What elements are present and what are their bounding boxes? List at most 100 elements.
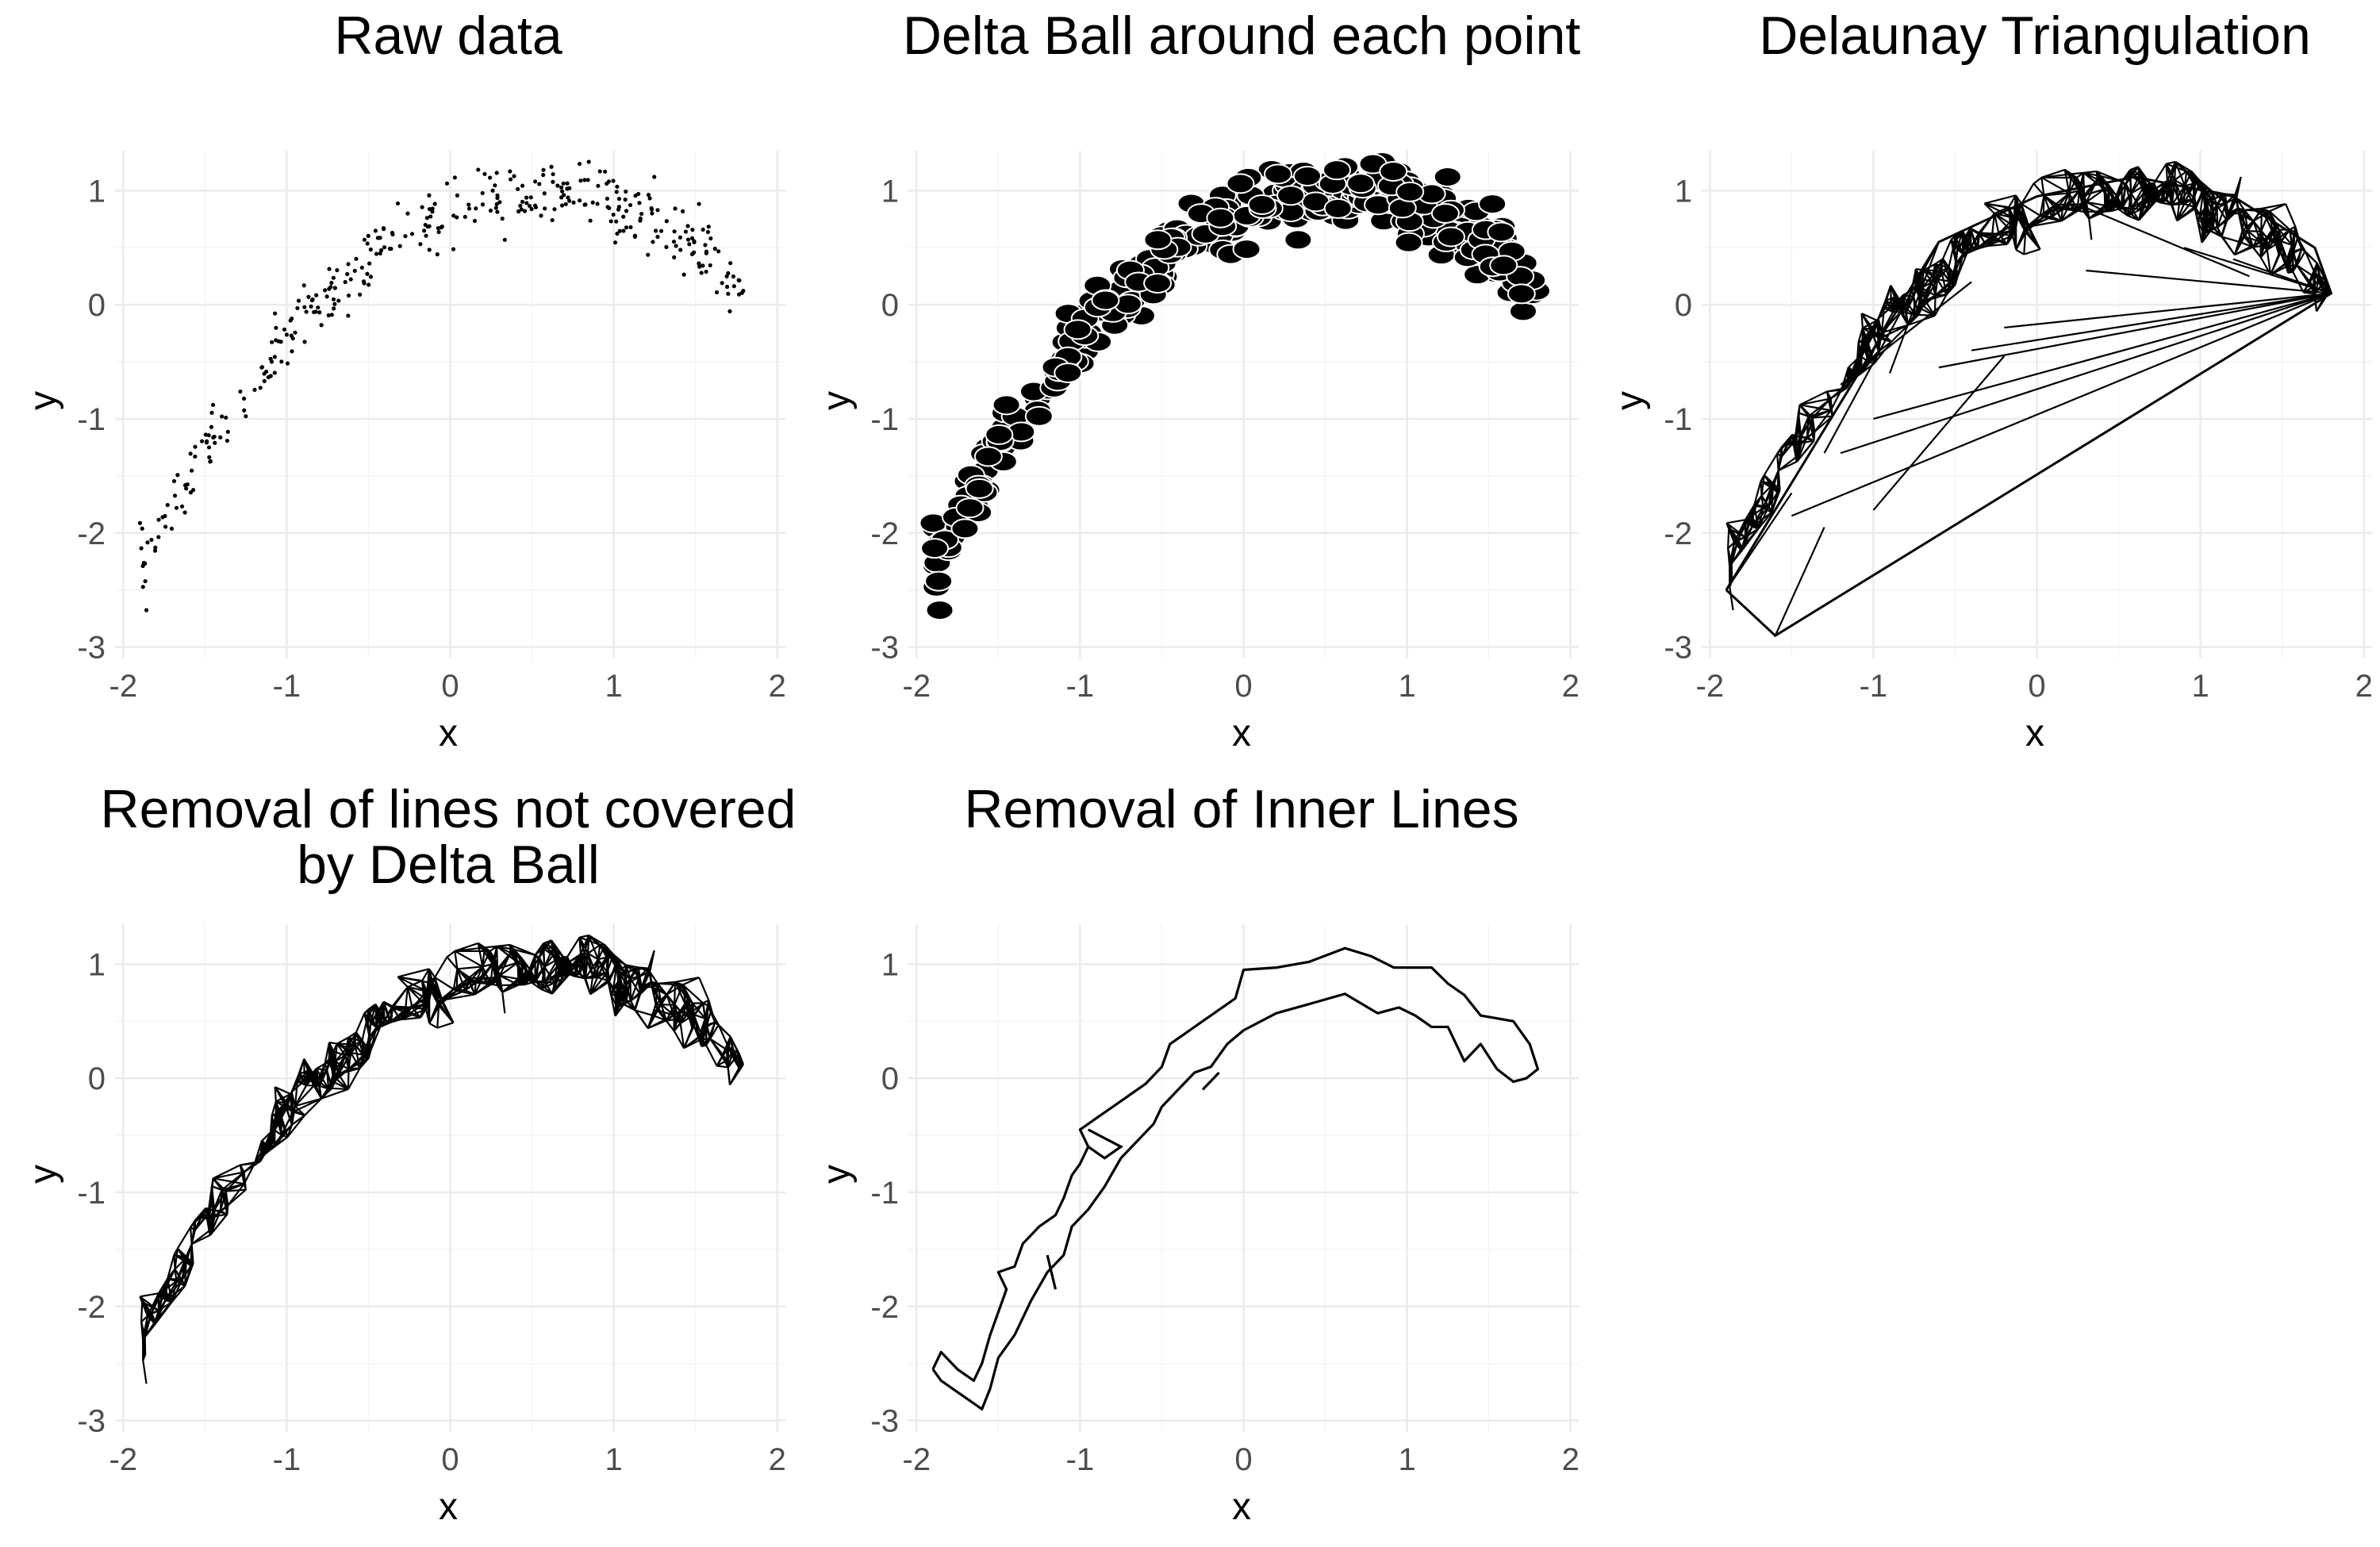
covered-edge [294,1105,305,1116]
data-point [225,429,230,434]
x-tick-label: 0 [2028,669,2045,704]
data-point [427,248,432,252]
triangulation-edge [2015,248,2025,255]
data-point [153,545,158,550]
triangulation-edge [2085,202,2090,219]
covered-edge [184,1263,194,1287]
triangulation-edge [2130,208,2140,221]
data-point [242,396,247,401]
data-point [493,205,498,210]
data-point [672,229,677,234]
covered-edge [540,988,553,995]
triangulation-edge [2285,203,2297,228]
data-point [597,169,602,174]
data-point [418,242,423,247]
data-point [329,313,334,317]
data-point [651,240,655,244]
delta-ball [1024,405,1054,427]
covered-edge [150,1312,156,1322]
covered-edge [213,1177,244,1185]
covered-edge [274,1086,291,1096]
delta-ball [1395,181,1425,202]
data-point [309,304,313,309]
data-point [316,305,321,310]
data-point [258,386,263,390]
triangulation-edge [1987,243,2008,248]
data-point [326,313,331,318]
covered-edge [638,976,643,988]
data-point [224,415,228,420]
triangulation-edge [2269,203,2286,213]
covered-edge [477,942,484,967]
data-point [368,274,374,279]
data-point [608,219,613,224]
covered-edge [498,952,512,977]
data-point [182,510,187,515]
covered-edge [219,1191,227,1211]
triangulation-edge [1994,206,2010,215]
covered-edge [639,970,651,977]
triangulation-edge [1726,492,1793,591]
data-point [285,361,290,366]
triangulation-edge [1933,263,1939,280]
covered-edge [587,952,599,961]
data-point [424,233,428,238]
triangulation-edge [1873,292,2332,420]
data-point [362,237,367,242]
y-tick-label: -3 [77,631,106,666]
triangulation-edge [2088,218,2093,240]
triangulation-edge [2029,220,2062,228]
triangulation-edge [2043,195,2053,217]
triangulation-edge [1727,528,1730,549]
triangulation-edge [1726,519,1746,524]
triangulation-edge [2076,190,2081,211]
data-point [555,183,560,188]
data-point [343,279,347,285]
data-point [502,237,507,242]
y-tick-label: -3 [870,1404,899,1439]
triangulation-edge [2292,238,2298,252]
data-point [588,218,593,223]
triangulation-edge [2086,188,2106,203]
y-tick-label: -2 [870,1290,899,1325]
triangulation-edge [1934,258,1944,265]
covered-edge [683,1039,701,1050]
data-point [578,178,583,183]
triangulation-edge [2211,191,2218,205]
data-point [647,196,652,201]
covered-edge [656,983,662,1005]
data-point [352,268,357,273]
delta-ball [1054,362,1083,383]
covered-edge [210,1186,216,1211]
y-tick-label: 0 [881,288,899,323]
covered-edge [209,1213,228,1236]
y-tick-label: -1 [77,402,106,437]
covered-edge [666,981,676,996]
covered-edge [368,1023,372,1038]
covered-edge [191,1234,211,1246]
covered-edge [535,957,540,981]
data-point [681,209,685,213]
y-tick-labels: -3 -2 -1 0 1 [77,947,106,1438]
covered-edge [729,1036,740,1055]
data-point [731,284,736,289]
data-point [424,216,429,221]
triangulation-edge [2268,210,2280,231]
data-point [529,206,534,212]
covered-edge [717,1024,731,1038]
covered-edge [597,958,609,981]
covered-edge [456,969,466,991]
data-point [480,190,485,196]
triangulation-edge [1797,413,1802,437]
y-tick-labels: -3 -2 -1 0 1 [1664,174,1692,665]
data-point [708,263,712,268]
data-point [678,235,683,240]
data-point [432,202,437,206]
covered-edge [673,1030,685,1049]
triangulation-edge [1979,233,1988,247]
triangulation-edge [2252,221,2262,243]
covered-edge [649,971,658,985]
covered-edge [316,1062,326,1070]
covered-edge [434,977,443,1000]
covered-edge [497,962,518,970]
